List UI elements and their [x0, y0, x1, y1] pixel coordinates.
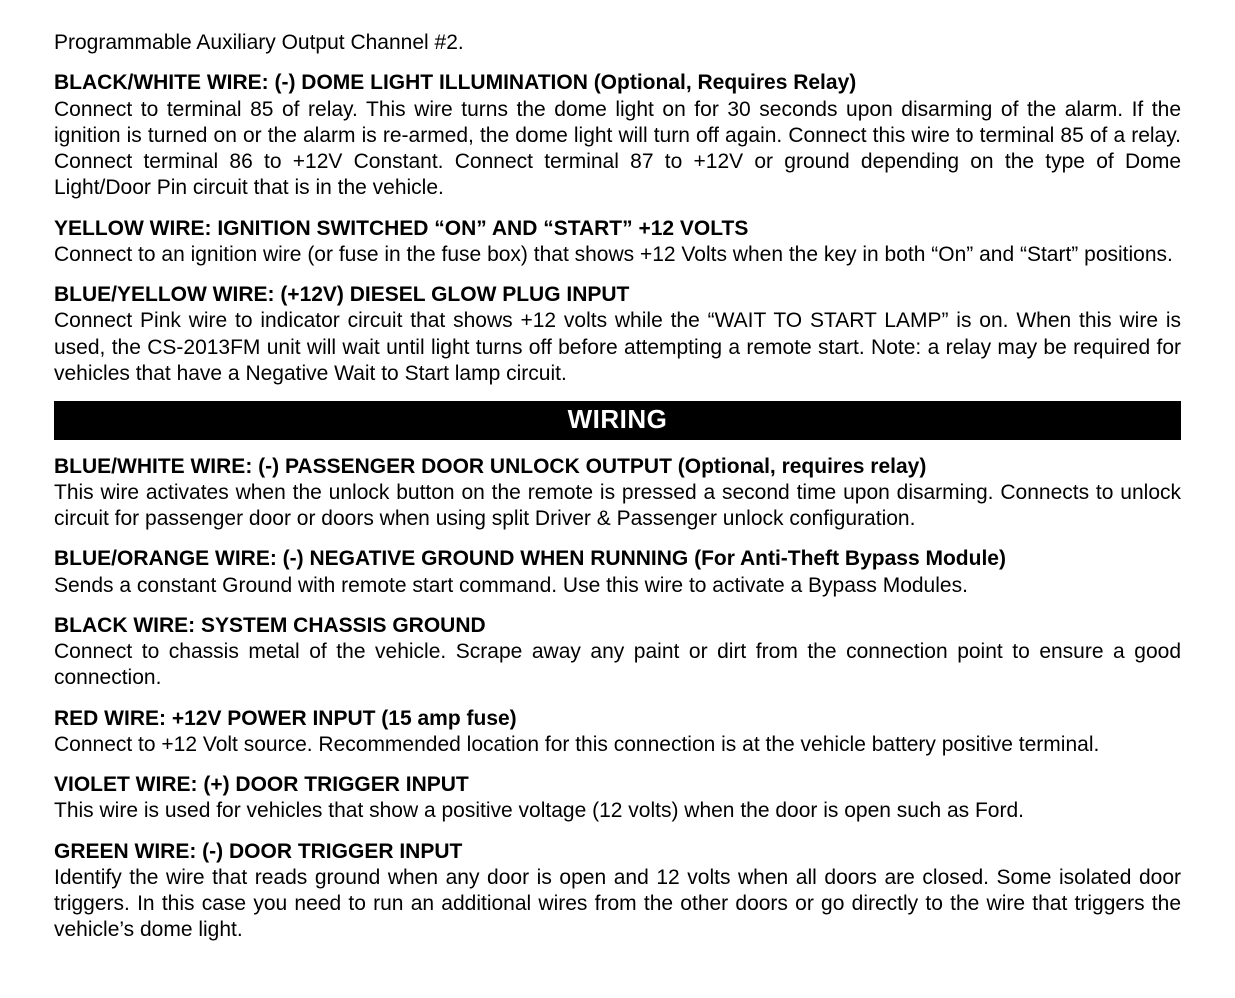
wire-heading: BLACK/WHITE WIRE: (-) DOME LIGHT ILLUMIN… — [54, 70, 1181, 96]
wire-section: BLACK/WHITE WIRE: (-) DOME LIGHT ILLUMIN… — [54, 70, 1181, 201]
wire-body: Sends a constant Ground with remote star… — [54, 573, 1181, 599]
wire-heading: BLUE/ORANGE WIRE: (-) NEGATIVE GROUND WH… — [54, 546, 1181, 572]
wire-heading: YELLOW WIRE: IGNITION SWITCHED “ON” AND … — [54, 216, 1181, 242]
wire-section: BLUE/ORANGE WIRE: (-) NEGATIVE GROUND WH… — [54, 546, 1181, 599]
page-container: Programmable Auxiliary Output Channel #2… — [0, 0, 1235, 998]
wire-section: RED WIRE: +12V POWER INPUT (15 amp fuse)… — [54, 706, 1181, 759]
wire-heading: BLACK WIRE: SYSTEM CHASSIS GROUND — [54, 613, 1181, 639]
wire-section: YELLOW WIRE: IGNITION SWITCHED “ON” AND … — [54, 216, 1181, 269]
wire-body: Connect to an ignition wire (or fuse in … — [54, 242, 1181, 268]
wire-body: Connect to chassis metal of the vehicle.… — [54, 639, 1181, 692]
wire-body: This wire activates when the unlock butt… — [54, 480, 1181, 533]
section-banner: WIRING — [54, 401, 1181, 440]
wire-heading: BLUE/WHITE WIRE: (-) PASSENGER DOOR UNLO… — [54, 454, 1181, 480]
wire-section: BLACK WIRE: SYSTEM CHASSIS GROUND Connec… — [54, 613, 1181, 692]
wire-body: Connect to terminal 85 of relay. This wi… — [54, 97, 1181, 202]
wire-heading: RED WIRE: +12V POWER INPUT (15 amp fuse) — [54, 706, 1181, 732]
wire-section: GREEN WIRE: (-) DOOR TRIGGER INPUT Ident… — [54, 839, 1181, 944]
wire-section: BLUE/WHITE WIRE: (-) PASSENGER DOOR UNLO… — [54, 454, 1181, 533]
wire-heading: GREEN WIRE: (-) DOOR TRIGGER INPUT — [54, 839, 1181, 865]
wire-heading: VIOLET WIRE: (+) DOOR TRIGGER INPUT — [54, 772, 1181, 798]
wire-heading: BLUE/YELLOW WIRE: (+12V) DIESEL GLOW PLU… — [54, 282, 1181, 308]
wire-body: Connect Pink wire to indicator circuit t… — [54, 308, 1181, 387]
wire-body: This wire is used for vehicles that show… — [54, 798, 1181, 824]
intro-text: Programmable Auxiliary Output Channel #2… — [54, 30, 1181, 56]
wire-body: Connect to +12 Volt source. Recommended … — [54, 732, 1181, 758]
wire-section: BLUE/YELLOW WIRE: (+12V) DIESEL GLOW PLU… — [54, 282, 1181, 387]
wire-section: VIOLET WIRE: (+) DOOR TRIGGER INPUT This… — [54, 772, 1181, 825]
wire-body: Identify the wire that reads ground when… — [54, 865, 1181, 944]
